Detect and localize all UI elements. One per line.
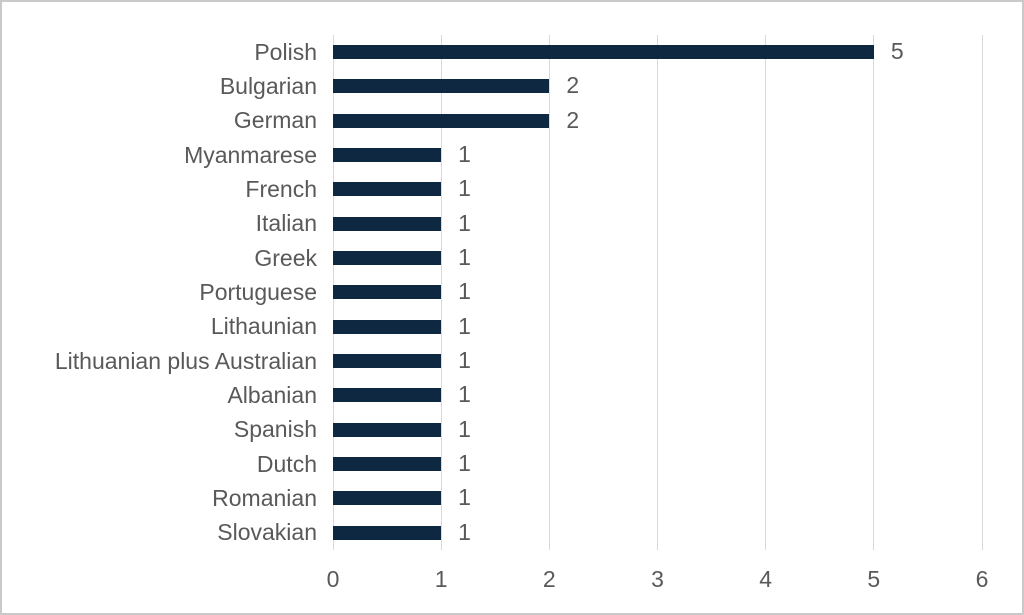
bar [333, 45, 874, 60]
gridline [440, 35, 442, 550]
category-label: Spanish [233, 416, 317, 443]
category-label: Greek [254, 244, 317, 271]
gridline [981, 35, 983, 550]
category-label: French [245, 175, 317, 202]
bar [333, 388, 442, 403]
value-label: 1 [458, 175, 471, 202]
bar-row: 2 [333, 69, 982, 103]
x-tick-label: 6 [975, 566, 989, 592]
value-label: 1 [458, 141, 471, 168]
value-label: 1 [458, 381, 471, 408]
category-label: Lithaunian [210, 313, 317, 340]
bar [333, 251, 442, 266]
value-label: 1 [458, 484, 471, 511]
category-label: Portuguese [199, 278, 317, 305]
category-label: Lithuanian plus Australian [54, 347, 317, 374]
bar-row: 1 [333, 241, 982, 275]
value-label: 2 [566, 106, 580, 133]
category-label: Italian [255, 210, 317, 237]
bar [333, 285, 442, 300]
category-label: Myanmarese [184, 141, 317, 168]
x-tick-label: 1 [434, 566, 448, 592]
gridline [548, 35, 550, 550]
bar-row: 1 [333, 310, 982, 344]
bar-row: 2 [333, 104, 982, 138]
bar-row: 1 [333, 413, 982, 447]
category-label: German [233, 107, 317, 134]
bar [333, 182, 442, 197]
bar-row: 1 [333, 378, 982, 412]
plot-area: 5 2 2 1 1 1 1 1 1 1 1 1 1 1 1 [332, 35, 983, 550]
x-tick-label: 5 [867, 566, 881, 592]
category-label: Albanian [227, 381, 317, 408]
value-label: 1 [458, 312, 471, 339]
category-label: Polish [254, 38, 317, 65]
bar-row: 1 [333, 207, 982, 241]
value-label: 5 [890, 38, 904, 65]
bar-row: 1 [333, 447, 982, 481]
value-label: 1 [458, 347, 471, 374]
bar-row: 5 [333, 35, 982, 69]
bar [333, 491, 442, 506]
value-axis: 0 1 2 3 4 5 6 [327, 562, 989, 596]
bar-row: 1 [333, 138, 982, 172]
value-label: 1 [458, 209, 471, 236]
bar-row: 1 [333, 516, 982, 550]
x-tick-label: 0 [326, 566, 340, 592]
x-tick-label: 2 [542, 566, 556, 592]
gridline [765, 35, 767, 550]
bar-row: 1 [333, 172, 982, 206]
bar-row: 1 [333, 344, 982, 378]
x-tick-label: 3 [651, 566, 664, 592]
bar-row: 1 [333, 275, 982, 309]
value-label: 1 [458, 278, 471, 305]
value-label: 1 [458, 244, 471, 271]
bar [333, 457, 442, 472]
x-tick-label: 4 [759, 566, 773, 592]
bar [333, 319, 442, 334]
value-label: 1 [458, 415, 471, 442]
category-label: Slovakian [217, 519, 317, 546]
bar [333, 216, 442, 231]
bar [333, 525, 442, 540]
category-label: Bulgarian [219, 72, 317, 99]
bar [333, 113, 550, 128]
value-label: 2 [566, 72, 580, 99]
bar [333, 148, 442, 163]
value-label: 1 [458, 518, 471, 545]
bar [333, 422, 442, 437]
gridline [657, 35, 658, 550]
bar [333, 79, 550, 94]
category-label: Dutch [256, 450, 317, 477]
category-label: Romanian [212, 484, 317, 511]
bar [333, 354, 442, 369]
gridline [873, 35, 875, 550]
bar-rows: 5 2 2 1 1 1 1 1 1 1 1 1 1 1 1 [333, 35, 982, 550]
value-label: 1 [458, 450, 471, 477]
category-axis: Polish Bulgarian German Myanmarese French Ita… [2, 35, 317, 550]
bar-row: 1 [333, 481, 982, 515]
